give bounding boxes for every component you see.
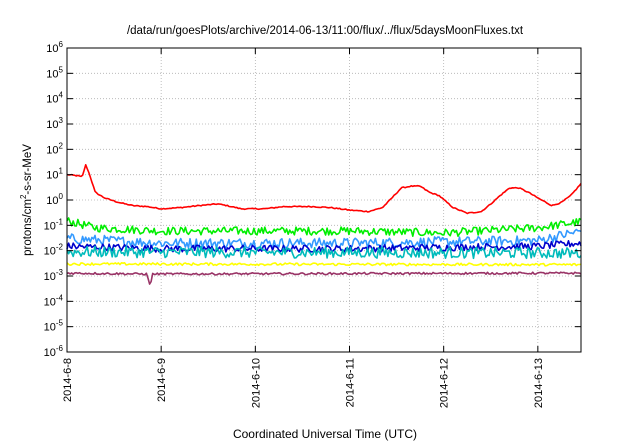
y-axis-label-sup: 2 xyxy=(19,194,28,199)
x-tick-label: 2014-6-10 xyxy=(250,358,262,408)
x-tick-label: 2014-6-9 xyxy=(156,358,168,402)
series-line xyxy=(66,262,582,267)
y-axis-label-suffix: -s-sr-MeV xyxy=(22,144,34,195)
x-tick-label: 2014-6-13 xyxy=(533,358,545,408)
y-tick-label: 10-5 xyxy=(44,319,64,334)
y-axis-label: protons/cm2-s-sr-MeV xyxy=(19,144,34,256)
y-tick-label: 10-6 xyxy=(44,344,64,359)
x-tick-label: 2014-6-11 xyxy=(345,358,357,407)
chart-title: /data/run/goesPlots/archive/2014-06-13/1… xyxy=(127,25,524,37)
series-line xyxy=(66,217,582,237)
x-tick-label: 2014-6-12 xyxy=(439,358,451,408)
x-axis-label: Coordinated Universal Time (UTC) xyxy=(233,427,417,441)
series-line xyxy=(66,164,582,215)
y-tick-label: 103 xyxy=(46,116,63,131)
y-tick-label: 102 xyxy=(46,141,63,156)
y-tick-label: 10-3 xyxy=(44,268,64,283)
y-tick-label: 101 xyxy=(46,167,63,182)
y-tick-label: 100 xyxy=(46,192,63,207)
y-tick-label: 10-4 xyxy=(44,293,64,308)
x-tick-label: 2014-6-8 xyxy=(62,358,74,402)
y-axis-label-prefix: protons/cm xyxy=(22,199,34,256)
series-line xyxy=(66,245,582,260)
axes: 106 105 104 103 102 101 100 10-1 10-2 10-3 10-4 10-… xyxy=(44,40,582,408)
y-tick-label: 10-1 xyxy=(44,217,64,232)
y-tick-label: 106 xyxy=(46,40,63,55)
y-tick-label: 104 xyxy=(46,91,63,106)
grid xyxy=(67,48,581,352)
series-lines xyxy=(66,164,582,285)
series-line xyxy=(66,228,582,249)
series-line xyxy=(66,271,582,285)
y-tick-label: 105 xyxy=(46,65,63,80)
plot-frame xyxy=(66,47,582,353)
y-tick-label: 10-2 xyxy=(44,243,64,258)
